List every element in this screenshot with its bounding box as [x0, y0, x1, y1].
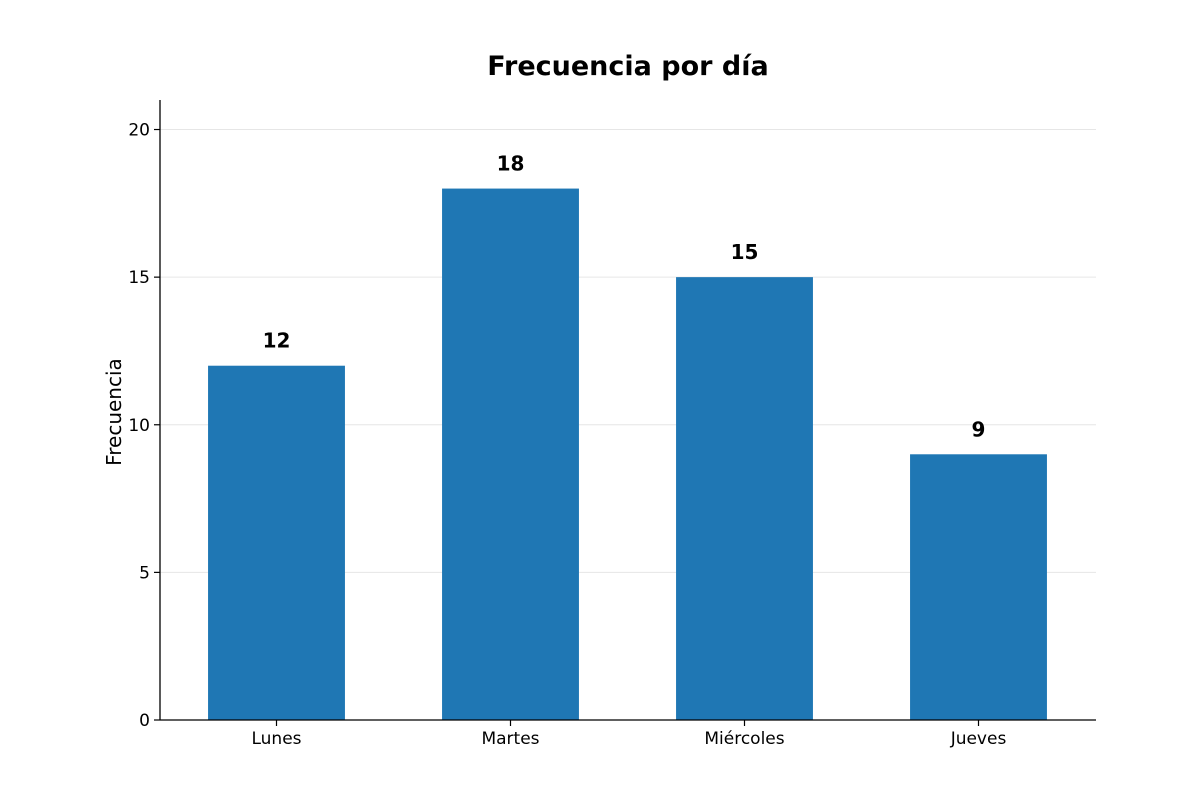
y-tick-label: 20 — [128, 121, 150, 141]
y-tick-label: 15 — [128, 268, 150, 288]
x-tick-labels: Lunes Martes Miércoles Jueves — [251, 729, 1006, 749]
y-tick-labels: 0 5 10 15 20 — [128, 121, 150, 731]
data-label: 15 — [731, 240, 759, 264]
data-labels: 12 18 15 9 — [263, 152, 986, 442]
y-tick-label: 10 — [128, 416, 150, 436]
bars — [208, 188, 1047, 721]
bar-jueves — [910, 454, 1047, 720]
bar-martes — [442, 188, 579, 721]
data-label: 18 — [497, 152, 525, 176]
x-tick-label: Lunes — [251, 729, 301, 749]
data-label: 9 — [972, 417, 986, 441]
y-axis-label: Frecuencia — [102, 358, 126, 466]
axes — [154, 100, 1096, 726]
bar-lunes — [208, 365, 345, 720]
x-tick-label: Martes — [481, 729, 539, 749]
data-label: 12 — [263, 329, 291, 353]
chart-title: Frecuencia por día — [487, 51, 768, 82]
x-tick-label: Miércoles — [704, 729, 784, 749]
x-tick-label: Jueves — [950, 729, 1007, 749]
y-tick-label: 5 — [139, 563, 150, 583]
bar-miércoles — [676, 277, 813, 720]
y-tick-label: 0 — [139, 711, 150, 731]
